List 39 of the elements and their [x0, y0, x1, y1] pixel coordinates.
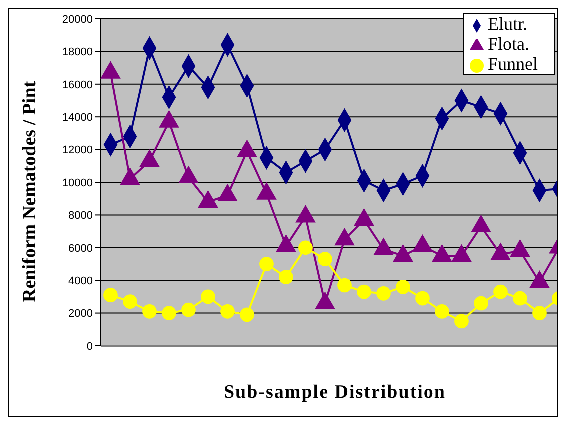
- point: [416, 291, 430, 306]
- point: [123, 294, 138, 310]
- y-tick-label: 12000: [62, 144, 93, 157]
- y-tick-label: 0: [86, 340, 93, 353]
- point: [357, 284, 372, 300]
- legend-label: Elutr.: [488, 14, 528, 34]
- y-tick-label: 18000: [62, 46, 93, 59]
- point: [220, 304, 235, 319]
- y-tick-label: 14000: [62, 112, 93, 124]
- y-tick-label: 6000: [68, 242, 93, 255]
- y-tick-label: 4000: [68, 276, 93, 288]
- y-tick-label: 10000: [62, 177, 93, 190]
- y-tick-label: 8000: [68, 210, 93, 222]
- legend-label: Funnel: [488, 54, 538, 74]
- point: [182, 302, 196, 318]
- y-axis-title: Reniform Nematodes / Pint: [20, 80, 41, 302]
- y-tick-label: 16000: [62, 79, 93, 92]
- point: [201, 290, 216, 304]
- point: [104, 288, 118, 302]
- point: [338, 278, 352, 293]
- point: [396, 280, 410, 294]
- point: [474, 296, 488, 311]
- point: [494, 284, 508, 300]
- point: [298, 240, 313, 256]
- point: [260, 257, 274, 272]
- point: [240, 308, 254, 322]
- point: [513, 291, 528, 306]
- x-axis-title: Sub-sample Distribution: [224, 382, 446, 403]
- point: [435, 304, 450, 319]
- point: [532, 306, 547, 320]
- legend-label: Flota.: [488, 34, 530, 54]
- y-tick-label: 20000: [62, 14, 93, 26]
- point: [454, 314, 469, 329]
- y-tick-label: 2000: [68, 308, 93, 320]
- point: [142, 304, 157, 319]
- point: [162, 306, 176, 320]
- point: [376, 286, 391, 301]
- point: [279, 270, 294, 284]
- point: [318, 252, 332, 267]
